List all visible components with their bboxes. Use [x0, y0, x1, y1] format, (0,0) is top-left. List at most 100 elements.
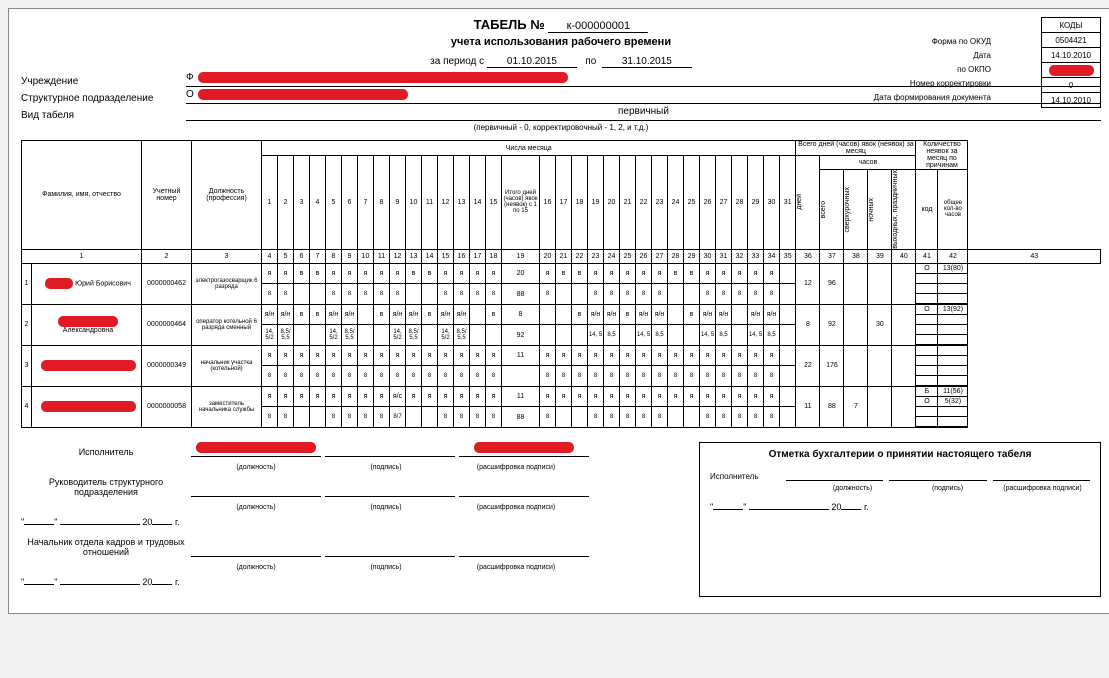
- cell-r1-5: я: [326, 386, 342, 407]
- hdr-col-night: ночных: [868, 170, 892, 250]
- cell-r2-16: 8: [540, 407, 556, 428]
- cell-r1-29: я: [748, 386, 764, 407]
- row-idx: 2: [22, 304, 32, 345]
- cell-r1-10: в: [406, 263, 422, 284]
- cell-r1-30: я/н: [764, 304, 780, 325]
- cell-mid-1: 20: [502, 263, 540, 284]
- cell-r2-2: 8: [278, 407, 294, 428]
- cell-r2-3: [294, 325, 310, 346]
- hdr-day-5: 5: [326, 156, 342, 250]
- cell-r2-25: [684, 284, 700, 305]
- cell-r2-5: 8: [326, 284, 342, 305]
- colnum-5: 5: [278, 249, 294, 263]
- hdr-abs: Количество неявок за месяц по причинам: [916, 141, 968, 170]
- cell-r2-15: 8: [486, 366, 502, 387]
- cell-r2-17: [556, 284, 572, 305]
- cell-r1-6: я: [342, 386, 358, 407]
- cell-r2-11: 8: [422, 366, 438, 387]
- cell-r1-30: я: [764, 345, 780, 366]
- sig-hr-sign: [325, 542, 455, 557]
- cell-r2-5: 8: [326, 366, 342, 387]
- cell-r2-31: [780, 366, 796, 387]
- hdr-day-1: 1: [262, 156, 278, 250]
- colnum-38: 38: [844, 249, 868, 263]
- cell-r1-14: я: [470, 263, 486, 284]
- cell-r2-23: 8: [652, 366, 668, 387]
- cell-r2-25: [684, 325, 700, 346]
- cell-r1-20: я: [604, 263, 620, 284]
- redacted-sig-pos: [196, 442, 316, 453]
- cell-r1-23: я: [652, 386, 668, 407]
- tot-days: 12: [796, 263, 820, 304]
- year-suffix: г.: [175, 517, 180, 527]
- cell-r1-25: в: [684, 304, 700, 325]
- hdr-num: Учетный номер: [142, 141, 192, 250]
- cell-r1-4: в: [310, 263, 326, 284]
- colnum-7: 7: [310, 249, 326, 263]
- cell-r2-19: 14, 5: [588, 325, 604, 346]
- cell-r1-2: я: [278, 263, 294, 284]
- colnum-24: 24: [604, 249, 620, 263]
- cell-r2-10: [406, 284, 422, 305]
- cell-r1-31: [780, 304, 796, 325]
- sig-head-pos: [191, 482, 321, 497]
- cell-r2-13: 8: [454, 284, 470, 305]
- org-label: Учреждение: [21, 76, 186, 87]
- acct-date-line: "" 20 г.: [710, 502, 1090, 512]
- org-meta: Учреждение Ф Структурное подразделение О…: [21, 72, 1101, 121]
- cell-r1-16: я: [540, 345, 556, 366]
- cell-r2-1: 8: [262, 284, 278, 305]
- cell-r1-11: я: [422, 386, 438, 407]
- cell-r1-20: я: [604, 386, 620, 407]
- hdr-mid: Итого дней (часов) явок (неявок) с 1 по …: [502, 156, 540, 250]
- colnum-12: 12: [390, 249, 406, 263]
- colnum-42: 42: [938, 249, 968, 263]
- colnum-4: 4: [262, 249, 278, 263]
- cell-r1-10: я: [406, 345, 422, 366]
- acct-sign-line: [889, 468, 986, 481]
- header-block: Форма по ОКУД Дата по ОКПО Номер коррект…: [21, 17, 1101, 132]
- cell-r2-25: [684, 407, 700, 428]
- cell-r2-20: 8,5: [604, 325, 620, 346]
- cell-r2-3: [294, 407, 310, 428]
- cell-r1-20: я/н: [604, 304, 620, 325]
- cell-r1-25: я: [684, 345, 700, 366]
- cell-r2-12: 8: [438, 284, 454, 305]
- cell-r2-6: 8: [342, 284, 358, 305]
- cell-r1-28: я: [732, 345, 748, 366]
- cell-r2-4: [310, 325, 326, 346]
- hdr-fio: Фамилия, имя, отчество: [22, 141, 142, 250]
- colnum-2: 2: [142, 249, 192, 263]
- colnum-17: 17: [470, 249, 486, 263]
- cell-r2-18: [572, 325, 588, 346]
- cell-r2-13: 8: [454, 366, 470, 387]
- cell-r1-6: я/н: [342, 304, 358, 325]
- redacted-name: [58, 316, 118, 327]
- cell-r1-30: я: [764, 386, 780, 407]
- tot-days: 11: [796, 386, 820, 427]
- sig-exec-sign: [325, 442, 455, 457]
- hdr-day-29: 29: [748, 156, 764, 250]
- cell-r1-21: я: [620, 263, 636, 284]
- hdr-day-13: 13: [454, 156, 470, 250]
- cell-r2-1: 8: [262, 366, 278, 387]
- cell-mid-2: 88: [502, 407, 540, 428]
- cell-r1-8: в: [374, 304, 390, 325]
- cell-r1-31: [780, 345, 796, 366]
- cell-r1-12: я: [438, 263, 454, 284]
- colnum-19: 19: [502, 249, 540, 263]
- hdr-col-ot: сверхурочных: [844, 170, 868, 250]
- cell-r2-22: 8: [636, 366, 652, 387]
- cell-r1-22: я: [636, 345, 652, 366]
- hdr-day-3: 3: [294, 156, 310, 250]
- cell-r2-4: [310, 407, 326, 428]
- abs-code: [916, 345, 938, 386]
- tot-hol: [892, 304, 916, 345]
- cell-r2-24: 8: [668, 366, 684, 387]
- acct-title: Отметка бухгалтерии о принятии настоящег…: [710, 449, 1090, 460]
- cell-r1-16: [540, 304, 556, 325]
- cell-r1-3: я: [294, 345, 310, 366]
- cap-decode3: (расшифровка подписи): [451, 564, 581, 571]
- cell-r2-10: 8,5/ 5,5: [406, 325, 422, 346]
- cell-r2-21: 8: [620, 366, 636, 387]
